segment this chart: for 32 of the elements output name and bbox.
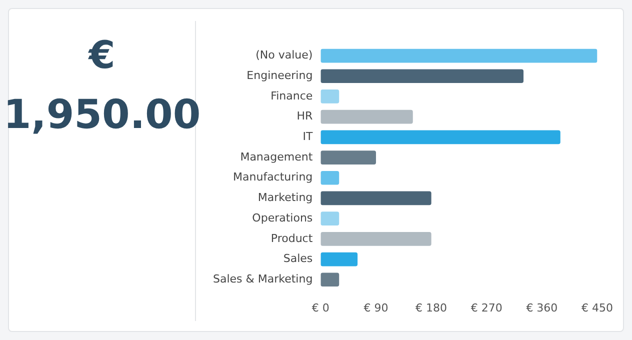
text: € <box>88 33 116 77</box>
y-tick-label: Marketing <box>258 191 313 204</box>
bar <box>320 170 340 185</box>
bar <box>320 110 413 124</box>
bar <box>320 150 376 164</box>
bar <box>320 212 340 226</box>
bar <box>320 232 432 246</box>
x-tick-label: € 0 <box>312 301 330 314</box>
x-tick-label: € 450 <box>582 301 614 314</box>
y-tick-label: Sales <box>283 252 313 266</box>
bar <box>320 48 598 63</box>
bar <box>320 252 358 266</box>
y-tick-label: Manufacturing <box>233 170 313 184</box>
bar <box>320 130 560 144</box>
x-tick-label: € 180 <box>416 301 448 314</box>
y-tick-label: Product <box>270 232 314 245</box>
y-tick-label: Finance <box>270 89 313 102</box>
y-tick-label: HR <box>296 110 314 123</box>
y-tick-label: Sales & Marketing <box>213 272 313 286</box>
y-tick-label: Management <box>240 150 314 164</box>
x-tick-label: € 360 <box>526 301 558 314</box>
bar <box>320 272 340 287</box>
x-tick-label: € 270 <box>470 301 502 314</box>
bar <box>320 90 340 104</box>
x-tick-label: € 90 <box>364 301 388 314</box>
y-tick-label: Operations <box>252 211 313 224</box>
y-tick-label: (No value) <box>256 48 313 62</box>
bar <box>320 69 524 84</box>
y-tick-label: Engineering <box>246 68 313 82</box>
text: 1,950.00 <box>3 92 201 138</box>
bar <box>320 191 432 206</box>
y-tick-label: IT <box>302 130 313 144</box>
